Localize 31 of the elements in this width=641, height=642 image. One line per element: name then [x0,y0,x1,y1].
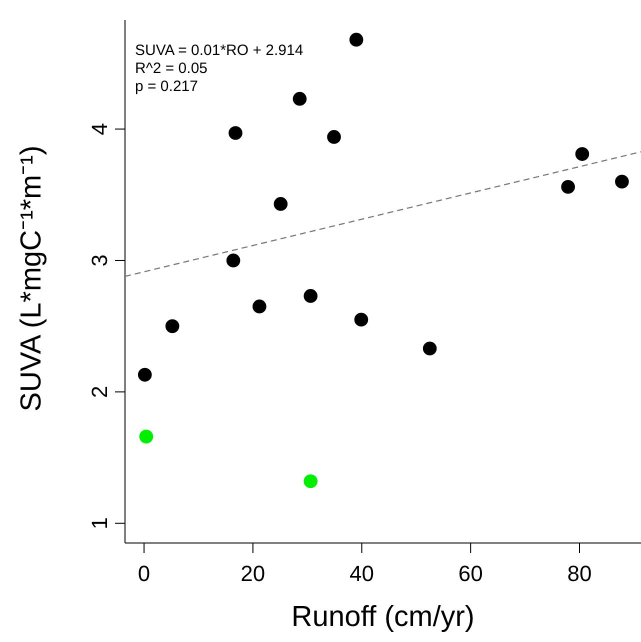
y-tick-label: 4 [87,122,112,136]
point [165,319,180,334]
point [304,474,318,488]
y-tick-label: 1 [87,517,112,530]
point [226,254,240,268]
point [349,32,364,47]
x-tick-label: 0 [138,561,150,586]
point [575,147,590,161]
point [274,197,288,211]
point [422,342,437,356]
y-axis-title: SUVA (L*mgC⁻¹*m⁻¹) [15,146,48,412]
x-tick-label: 80 [567,561,592,586]
point [138,368,152,382]
point [304,289,318,303]
annotation: p = 0.217 [135,78,199,96]
point [561,180,575,194]
point [292,92,307,106]
x-tick-label: 20 [240,561,266,586]
annotation: SUVA = 0.01*RO + 2.914 [135,42,304,60]
y-tick-label: 2 [87,386,112,398]
point [327,130,341,144]
x-axis-title: Runoff (cm/yr) [291,601,475,633]
x-tick-label: 40 [350,561,374,586]
point [252,300,266,314]
point [228,126,242,140]
y-tick-label: 3 [87,254,112,267]
point [615,174,629,189]
x-tick-label: 60 [458,561,483,586]
point [139,430,154,444]
annotation: R^2 = 0.05 [135,60,209,78]
point [354,312,368,327]
